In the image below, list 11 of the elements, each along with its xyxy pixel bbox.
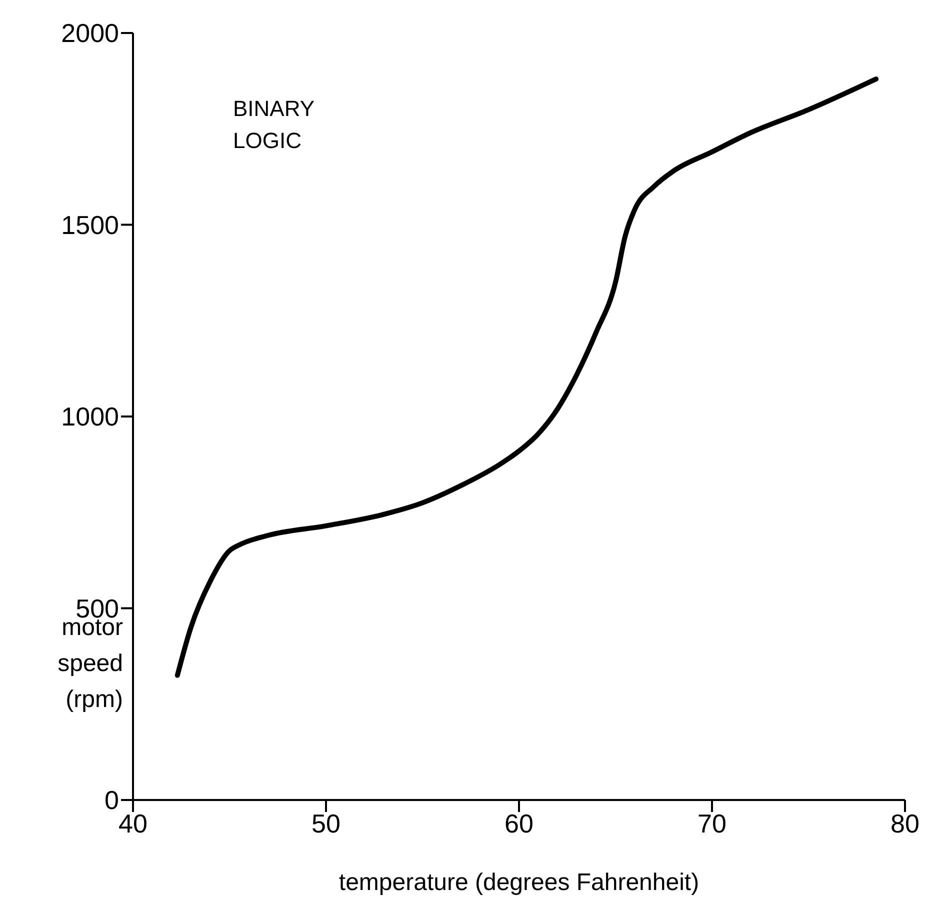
x-tick-label: 80: [890, 808, 920, 838]
annotation: BINARY LOGIC: [233, 95, 316, 155]
x-tick-label: 70: [698, 808, 726, 838]
y-tick-label: 2000: [61, 18, 119, 48]
y-tick-label: 1500: [61, 210, 119, 240]
x-axis-title: temperature (degrees Fahrenheit): [338, 869, 700, 896]
y-tick-label: 0: [104, 785, 119, 816]
x-tick-label: 50: [312, 808, 340, 838]
x-tick-label: 40: [118, 808, 148, 838]
y-tick-label: 1000: [61, 402, 119, 432]
x-tick-label: 60: [504, 808, 534, 838]
